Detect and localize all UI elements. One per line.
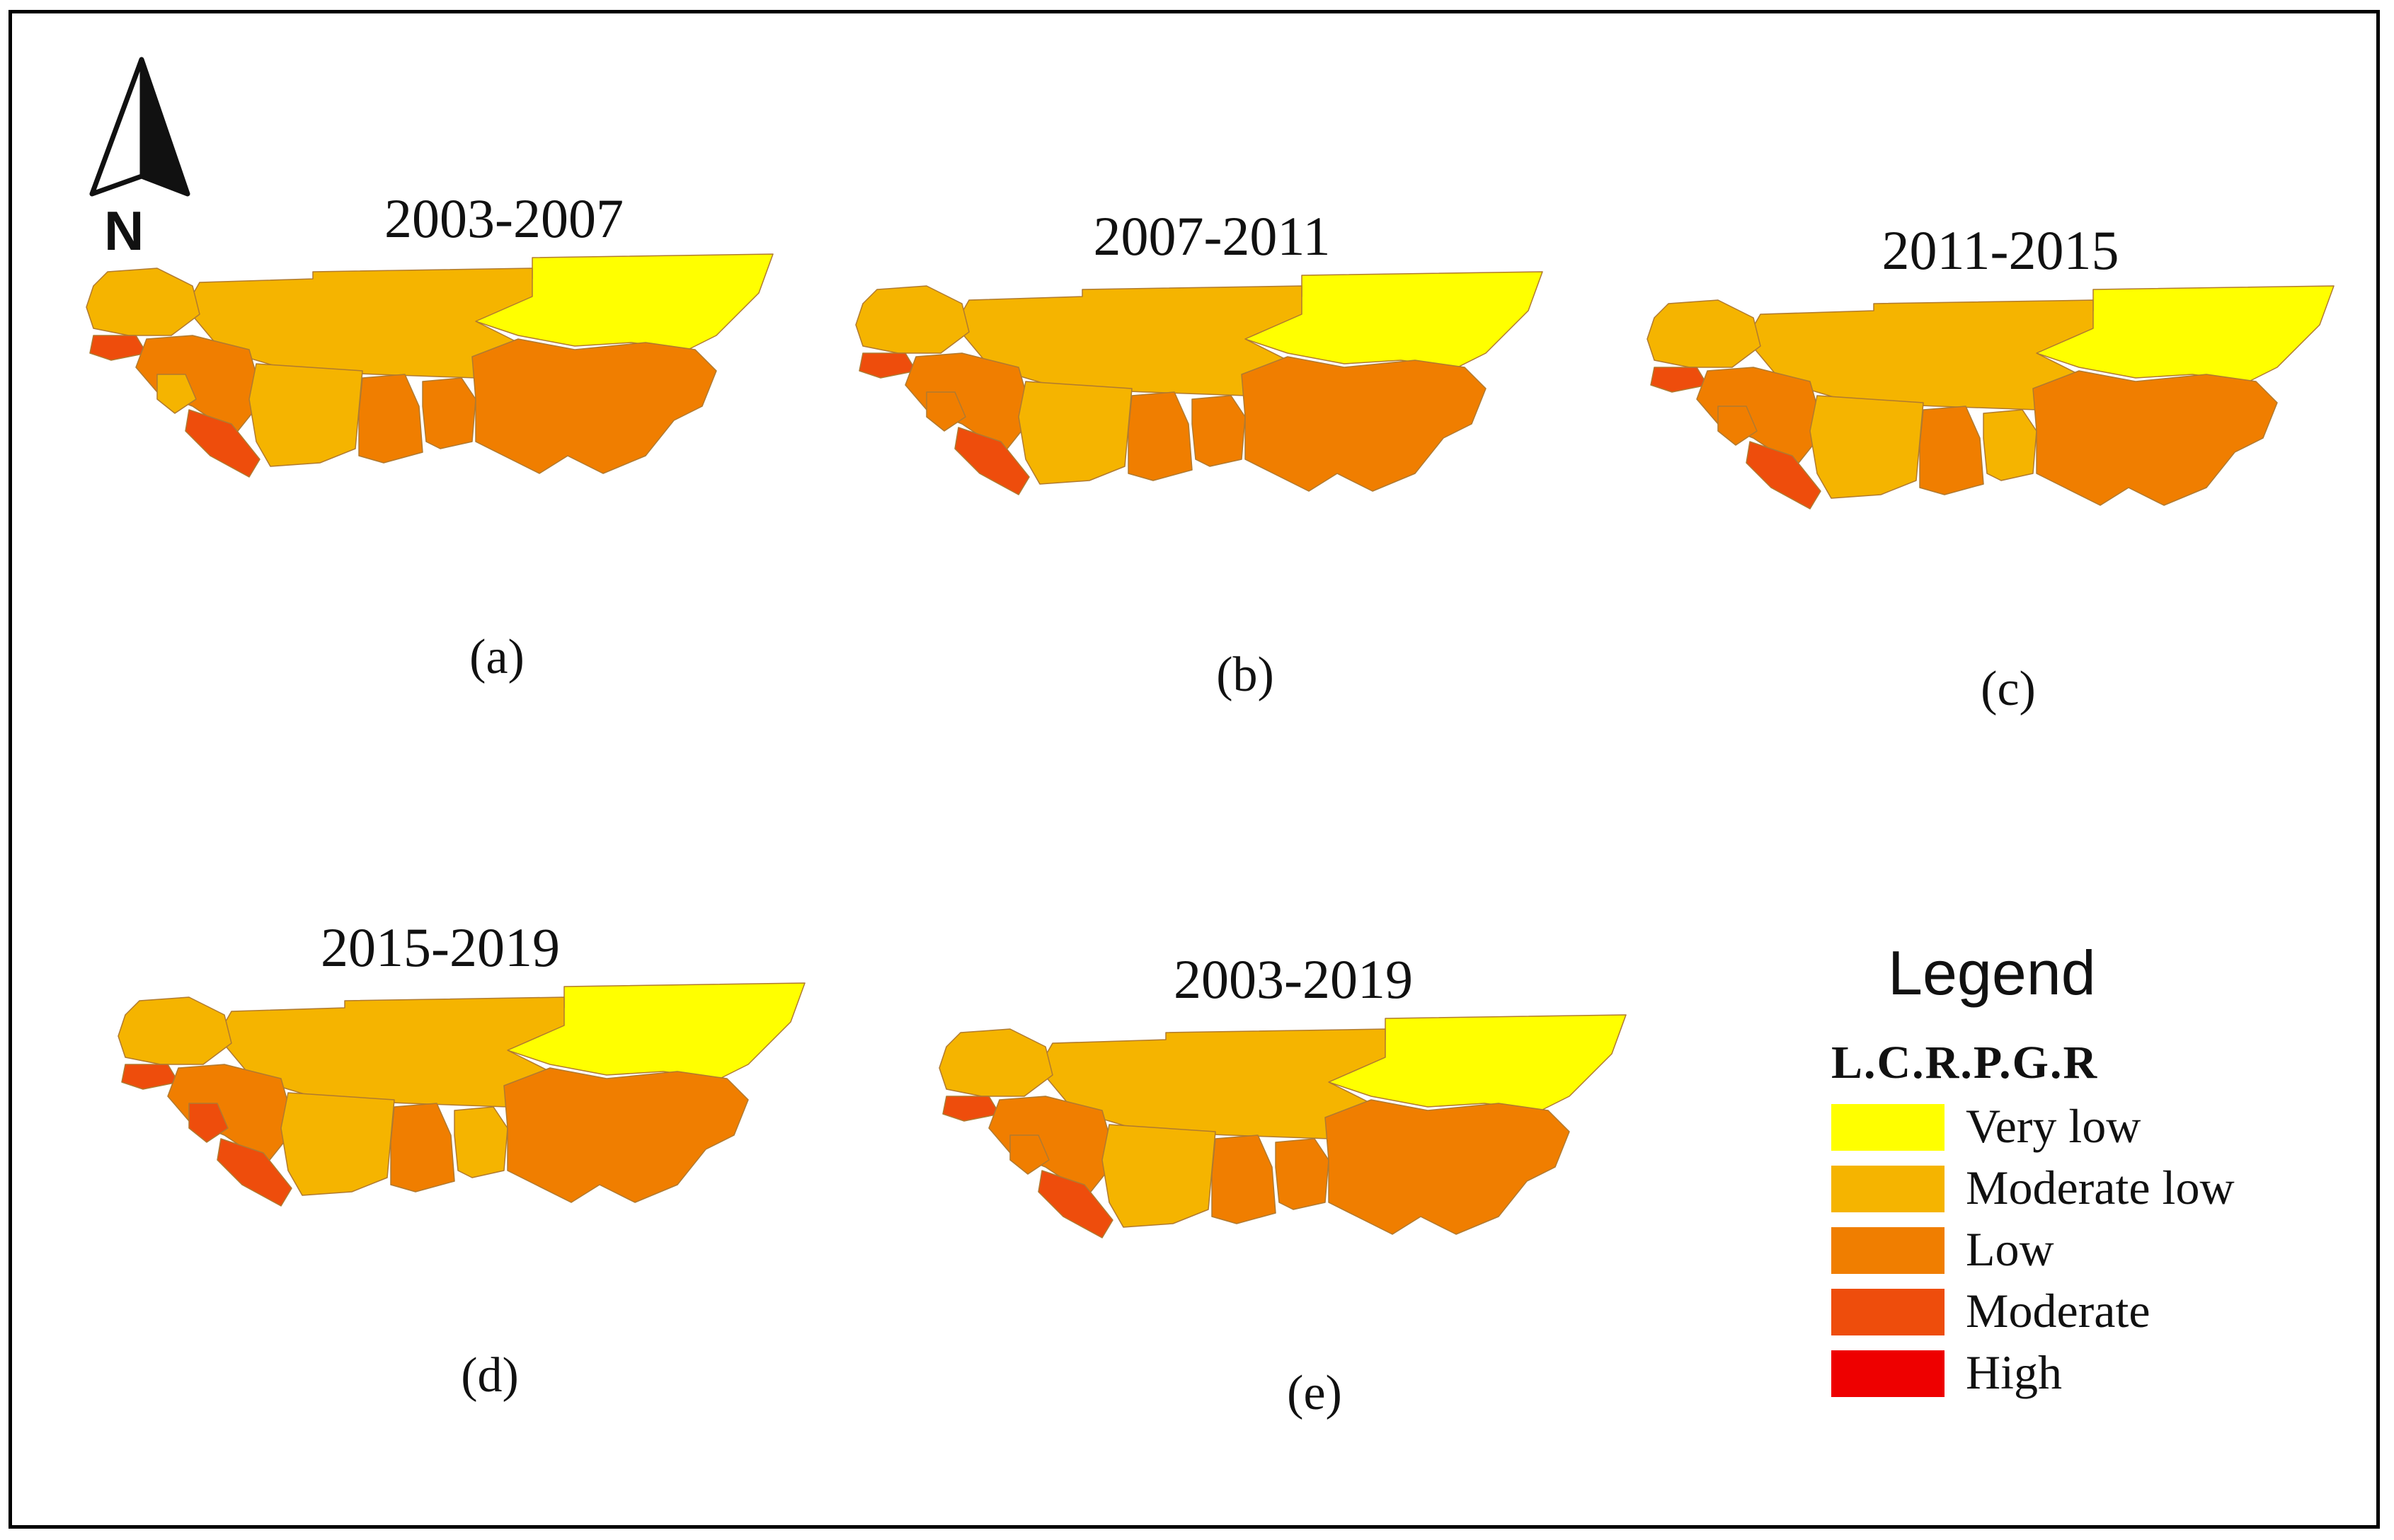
region-gbissau [89,335,147,361]
legend-label: Very low [1966,1099,2141,1153]
north-arrow-icon [89,57,190,197]
panel-title: 2007-2011 [1093,205,1331,267]
region-sahel-mid [1746,299,2094,410]
legend-label: Moderate low [1966,1161,2235,1214]
map-region [86,253,774,478]
region-liberia [1746,441,1821,510]
region-nigeria [1241,356,1487,492]
region-ghana [358,374,423,464]
region-gbissau [942,1096,1000,1122]
region-civ [1809,395,1924,499]
region-nigeria [503,1067,749,1203]
legend-item-very-low: Very low [1831,1099,2369,1156]
region-gbissau [1650,367,1708,393]
legend-swatch [1831,1289,1945,1335]
region-togo-benin [1275,1138,1329,1210]
region-nigeria [1324,1099,1570,1235]
region-civ [1101,1124,1216,1228]
panel-caption: (c) [1981,662,2036,716]
region-sahel-mid [185,268,533,379]
panel-title: 2003-2007 [384,188,624,249]
panel-caption: (e) [1287,1366,1342,1420]
region-liberia [954,427,1030,495]
map-region [1646,285,2335,510]
region-west-coast [1646,299,1761,368]
region-ghana [1128,391,1193,481]
north-label: N [104,200,144,262]
map-region [118,982,806,1207]
legend-swatch [1831,1166,1945,1212]
region-togo-benin [1191,395,1246,467]
region-togo-benin [422,377,476,449]
map-panel-a: 2003-2007 (a) [79,187,808,684]
panel-title: 2011-2015 [1882,219,2119,281]
legend-label: Low [1966,1222,2054,1276]
region-togo-benin [1983,409,2037,481]
region-guinea-small [926,391,966,432]
region-guinea-small [156,374,197,414]
region-west-coast [86,268,200,336]
map-panel-d: 2015-2019 (d) [111,916,840,1403]
region-west-coast [939,1028,1053,1097]
map-legend: Legend L.C.R.P.G.R Very low Moderate low… [1824,937,2362,1418]
legend-label: High [1966,1345,2062,1399]
region-togo-benin [454,1106,508,1178]
region-gbissau [859,352,917,379]
map-panel-b: 2007-2011 (b) [849,205,1578,702]
map-region [939,1014,1627,1239]
map-panel-e: 2003-2019 (e) [932,948,1661,1420]
legend-item-high: High [1831,1345,2369,1403]
panel-caption: (d) [461,1348,519,1403]
legend-swatch [1831,1227,1945,1274]
region-civ [280,1092,395,1196]
region-liberia [185,409,260,478]
region-liberia [217,1138,292,1207]
legend-label: Moderate [1966,1284,2150,1338]
legend-title: Legend [1888,938,2096,1008]
panel-title: 2003-2019 [1174,948,1413,1010]
panel-title: 2015-2019 [321,916,560,978]
region-civ [1018,381,1133,485]
legend-item-low: Low [1831,1222,2369,1280]
region-guinea-small [188,1103,229,1143]
legend-swatch [1831,1350,1945,1397]
region-guinea-small [1009,1134,1050,1175]
map-region [855,271,1543,495]
legend-subtitle: L.C.R.P.G.R [1831,1037,2099,1088]
map-panel-c: 2011-2015 (c) [1640,219,2369,716]
region-sahel-mid [217,996,565,1108]
region-guinea-small [1717,406,1758,446]
legend-item-moderate-low: Moderate low [1831,1161,2369,1218]
region-west-coast [855,285,970,354]
panel-caption: (b) [1216,648,1274,702]
region-gbissau [121,1064,179,1090]
region-west-coast [118,996,232,1065]
legend-item-moderate: Moderate [1831,1284,2369,1341]
region-civ [248,363,363,467]
region-nigeria [2032,370,2278,506]
region-ghana [390,1103,455,1193]
panel-caption: (a) [469,630,525,684]
figure-frame: N 2003-2007 (a) 2007-2011 (b) 2011-2015 … [8,10,2380,1529]
region-ghana [1919,406,1984,495]
legend-swatch [1831,1104,1945,1151]
region-nigeria [471,338,717,474]
region-liberia [1038,1170,1113,1239]
region-ghana [1211,1134,1276,1224]
region-sahel-mid [1038,1028,1386,1139]
region-sahel-mid [954,285,1302,396]
